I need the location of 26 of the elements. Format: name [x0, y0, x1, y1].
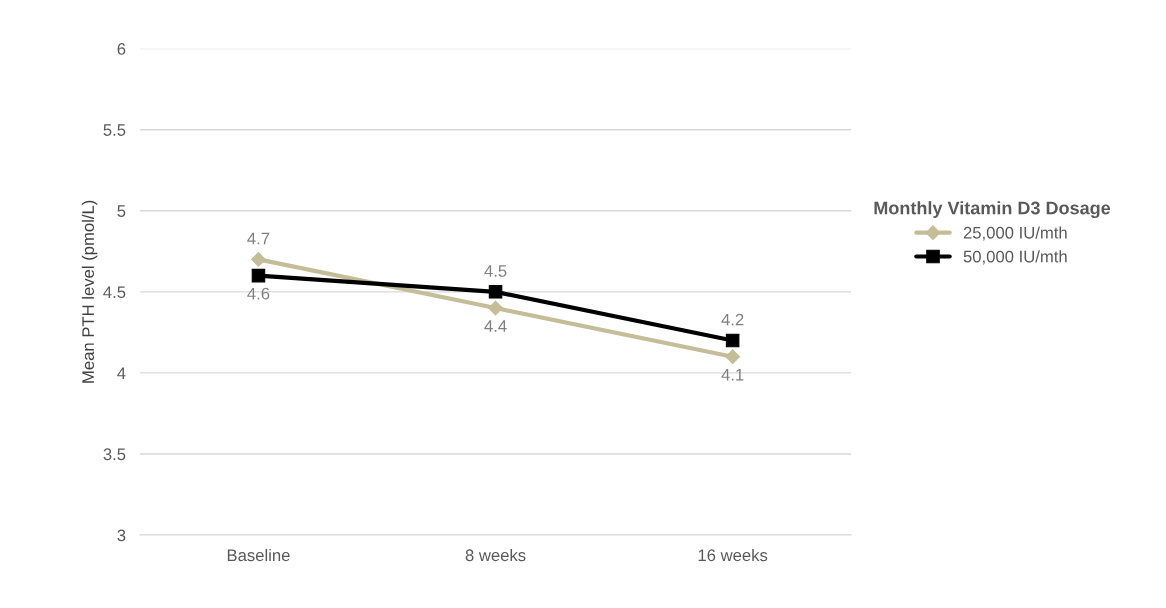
data-label: 4.4 — [484, 320, 507, 332]
y-tick-label: 3 — [117, 529, 126, 542]
point — [488, 285, 503, 299]
y-tick-label: 4.5 — [103, 286, 126, 299]
legend-label: 25,000 IU/mth — [963, 226, 1067, 241]
y-tick-label: 3.5 — [103, 448, 126, 461]
data-label: 4.6 — [247, 287, 270, 300]
x-tick-label: Baseline — [227, 548, 290, 562]
y-tick-label: 4 — [117, 367, 126, 379]
x-tick-label: 8 weeks — [465, 548, 526, 562]
point — [251, 268, 266, 283]
legend-label: 50,000 IU/mth — [963, 250, 1067, 265]
y-tick-label: 5.5 — [103, 124, 126, 136]
x-tick-label: 16 weeks — [698, 548, 768, 562]
point — [251, 252, 266, 267]
point — [488, 300, 503, 316]
y-axis-title: Mean PTH level (pmol/L) — [81, 200, 98, 383]
data-label: 4.2 — [721, 313, 744, 326]
data-label: 4.5 — [484, 265, 507, 277]
y-tick-label: 6 — [117, 43, 126, 55]
point — [725, 333, 740, 348]
y-tick-label: 5 — [117, 205, 126, 217]
data-label: 4.7 — [247, 232, 270, 245]
point — [725, 349, 741, 365]
data-label: 4.1 — [721, 368, 744, 381]
legend-title: Monthly Vitamin D3 Dosage — [874, 201, 1111, 219]
